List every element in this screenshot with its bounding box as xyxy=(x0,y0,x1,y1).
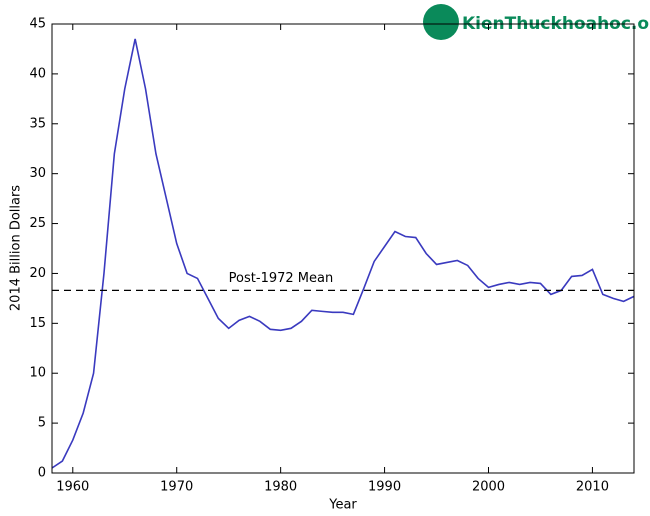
x-tick-label: 2000 xyxy=(472,480,505,495)
x-axis-label: Year xyxy=(328,498,357,513)
x-tick-label: 2010 xyxy=(576,480,609,495)
x-tick-label: 1980 xyxy=(264,480,297,495)
mean-label: Post-1972 Mean xyxy=(229,271,334,286)
y-tick-label: 25 xyxy=(29,216,46,231)
x-tick-label: 1960 xyxy=(56,480,89,495)
y-tick-label: 10 xyxy=(29,366,46,381)
y-tick-label: 30 xyxy=(29,166,46,181)
y-tick-label: 20 xyxy=(29,266,46,281)
y-tick-label: 35 xyxy=(29,116,46,131)
y-tick-label: 40 xyxy=(29,66,46,81)
data-line xyxy=(51,38,635,469)
x-tick-label: 1990 xyxy=(368,480,401,495)
plot-frame xyxy=(51,23,635,474)
x-tick-label: 1970 xyxy=(160,480,193,495)
watermark-logo xyxy=(423,4,459,40)
y-tick-label: 5 xyxy=(38,416,46,431)
y-tick-label: 15 xyxy=(29,316,46,331)
y-tick-label: 45 xyxy=(29,17,46,32)
y-tick-label: 0 xyxy=(38,466,46,481)
y-axis-label: 2014 Billion Dollars xyxy=(9,185,24,311)
